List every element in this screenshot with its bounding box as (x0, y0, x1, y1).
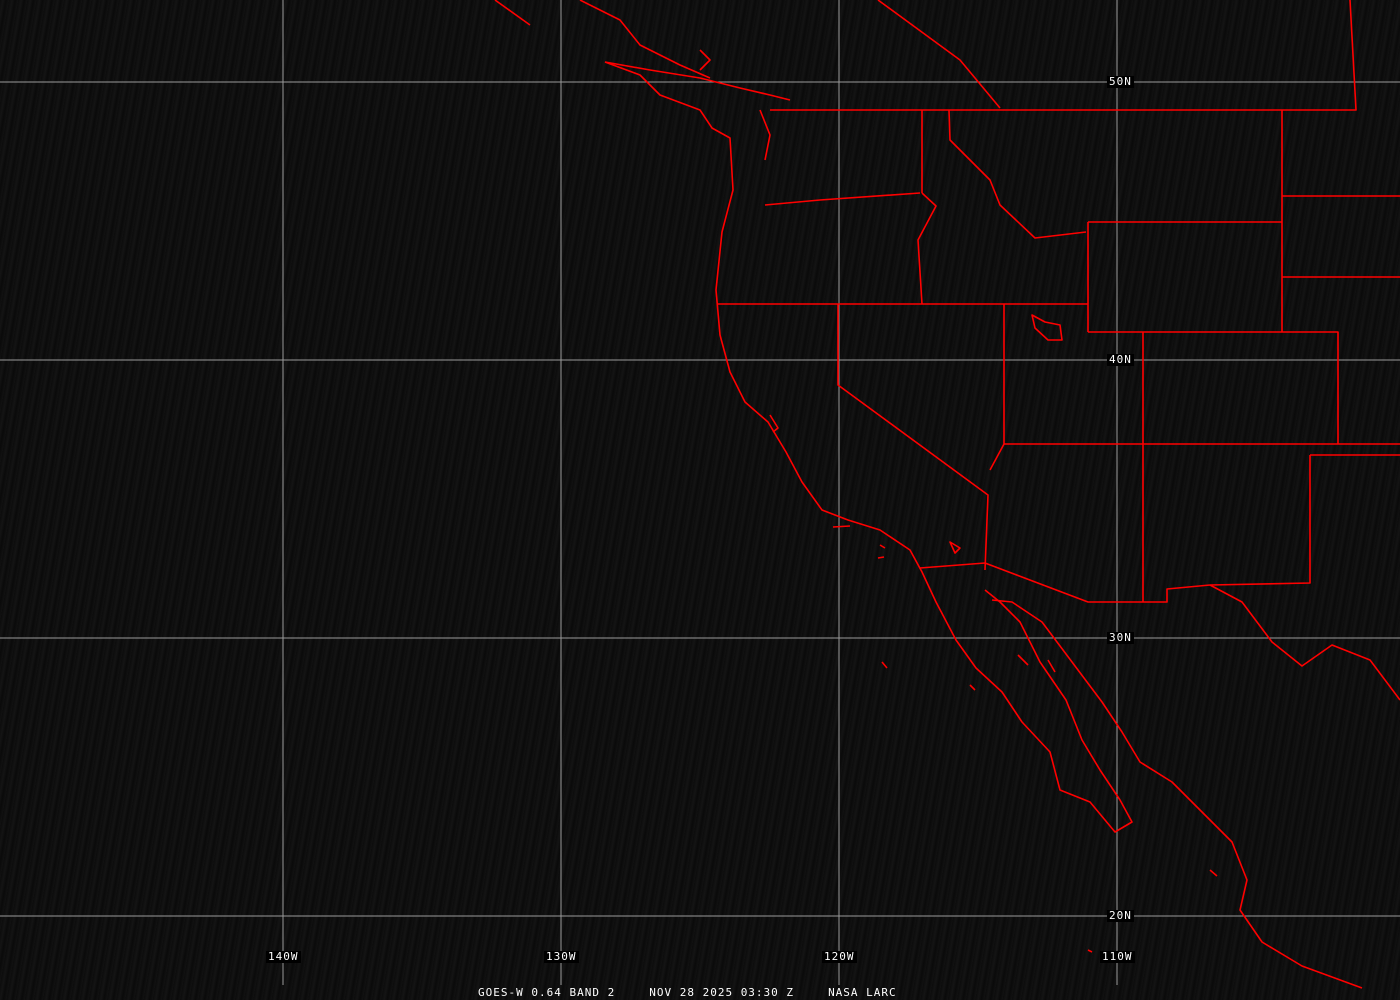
image-caption: GOES-W 0.64 BAND 2 NOV 28 2025 03:30 Z NAS… (478, 986, 931, 999)
coastline-mainland-mexico (991, 599, 1363, 989)
ca-nv (837, 304, 989, 571)
nm-tx (1209, 454, 1400, 586)
sf-bay (769, 414, 779, 433)
channel-islands (832, 525, 886, 559)
puget-sound (759, 109, 771, 161)
longitude-label: 120W (822, 950, 857, 963)
latitude-label: 30N (1107, 631, 1134, 644)
latitude-label: 40N (1107, 353, 1134, 366)
canada-border (770, 0, 1357, 111)
ut-wy-co (1088, 331, 1339, 444)
salton-sea (949, 541, 961, 554)
source-credit: NASA LARC (828, 986, 897, 999)
latitude-label: 20N (1107, 909, 1134, 922)
longitude-label: 110W (1100, 950, 1135, 963)
mt-east (1281, 110, 1400, 332)
or-id (917, 192, 937, 305)
great-salt-lake (1031, 314, 1063, 341)
satellite-band: GOES-W 0.64 BAND 2 (478, 986, 616, 999)
wa-or (764, 192, 921, 206)
id-mt (948, 109, 1087, 239)
nv-ut (989, 304, 1005, 471)
vancouver-island (604, 49, 791, 101)
bc-coast (494, 0, 711, 79)
longitude-label: 130W (544, 950, 579, 963)
gulf-islands (881, 654, 1218, 953)
bc-alberta (877, 0, 1001, 109)
coastline-gulf-mexico (1209, 584, 1400, 701)
coastline-us-baja (604, 61, 1133, 833)
longitude-label: 140W (266, 950, 301, 963)
latitude-label: 50N (1107, 75, 1134, 88)
us-mexico (919, 562, 1211, 603)
timestamp: NOV 28 2025 03:30 Z (649, 986, 795, 999)
